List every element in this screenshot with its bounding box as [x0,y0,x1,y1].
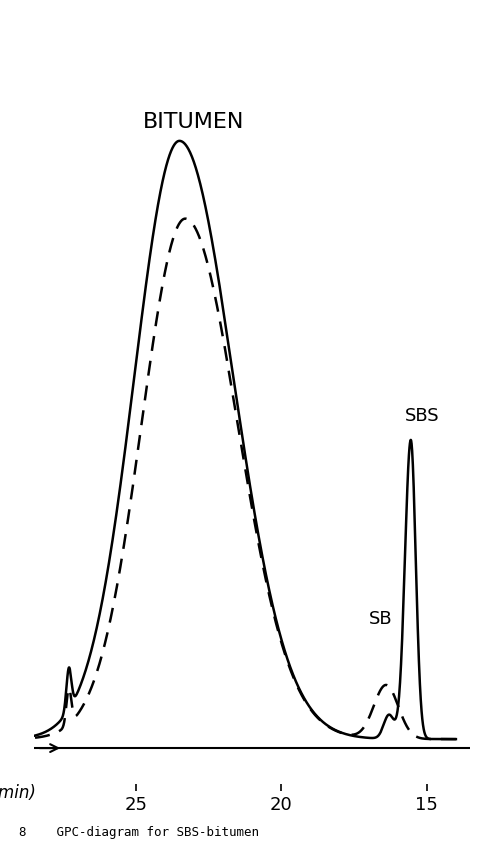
FancyArrowPatch shape [40,744,58,752]
Text: BITUMEN: BITUMEN [143,112,244,132]
Text: SBS: SBS [404,407,439,425]
Text: 8    GPC-diagram for SBS-bitumen: 8 GPC-diagram for SBS-bitumen [19,826,259,839]
Text: Tid (min): Tid (min) [0,784,35,802]
Text: SB: SB [368,610,392,628]
